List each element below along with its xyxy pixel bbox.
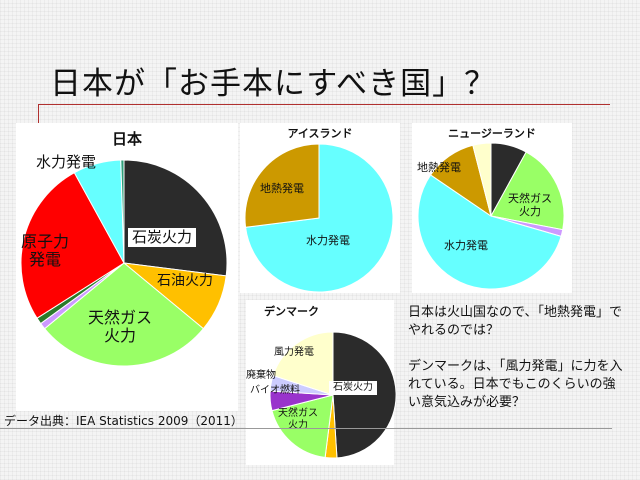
pie-slice-1 <box>244 143 320 228</box>
pie-slice-5 <box>272 331 334 396</box>
pie-label-gas: 天然ガス 火力 <box>508 192 552 218</box>
slide-title: 日本が「お手本にすべき国」？ <box>50 66 497 102</box>
pie-label-wind: 風力発電 <box>274 347 314 358</box>
iceland-chart: アイスランド 地熱発電 水力発電 <box>240 123 400 293</box>
pie-label-hydro: 水力発電 <box>444 239 488 252</box>
pie-label-hydro: 水力発電 <box>36 153 97 171</box>
footer-rule <box>0 428 612 429</box>
pie-label-geothermal: 地熱発電 <box>260 182 304 195</box>
pie-label-coal: 石炭火力 <box>128 228 197 248</box>
chart-title: アイスランド <box>287 127 353 140</box>
pie-label-geothermal: 地熱発電 <box>417 161 461 174</box>
pie-slice-5 <box>472 142 492 217</box>
pie-label-biofuel: バイオ燃料 <box>250 385 300 396</box>
pie-label-nuclear: 原子力 発電 <box>21 232 70 270</box>
japan-pie <box>20 159 228 367</box>
pie-slice-2 <box>43 262 205 367</box>
denmark-chart: デンマーク 風力発電 廃棄物 バイオ燃料 天然ガス 火力 石炭火力 <box>246 300 397 465</box>
commentary: 日本は火山国なので、「地熱発電」でやれるのでは？ デンマークは、「風力発電」に力… <box>408 304 624 412</box>
pie-slice-0 <box>332 331 397 459</box>
newzealand-pie <box>417 142 565 290</box>
pie-label-gas: 天然ガス 火力 <box>278 408 318 431</box>
japan-chart: 日本 石炭火力 石油火力 天然ガス 火力 原子力 発電 水力発電 <box>16 123 238 411</box>
pie-slice-1 <box>490 151 565 231</box>
pie-slice-2 <box>271 394 334 459</box>
data-source: データ出典：IEA Statistics 2009（2011） <box>4 414 243 428</box>
chart-title: 日本 <box>111 130 142 148</box>
pie-slice-5 <box>20 172 125 319</box>
pie-label-waste: 廃棄物 <box>246 370 276 381</box>
pie-slice-0 <box>123 159 228 277</box>
chart-title: ニュージーランド <box>448 127 536 140</box>
title-underline <box>38 104 610 105</box>
pie-label-oil: 石油火力 <box>157 273 213 289</box>
pie-slice-7 <box>120 159 125 264</box>
iceland-pie <box>244 143 394 293</box>
newzealand-chart: ニュージーランド 地熱発電 天然ガス 火力 水力発電 <box>412 123 572 293</box>
pie-label-gas: 天然ガス 火力 <box>88 308 153 346</box>
denmark-pie <box>269 331 397 459</box>
geothermal-note: 日本は火山国なので、「地熱発電」でやれるのでは？ <box>408 305 622 338</box>
pie-label-coal: 石炭火力 <box>329 381 377 395</box>
wind-note: デンマークは、「風力発電」に力を入れている。日本でもこのくらいの強い意気込みが必… <box>408 359 623 410</box>
pie-label-hydro: 水力発電 <box>306 234 350 247</box>
chart-title: デンマーク <box>264 305 319 318</box>
pie-slice-3 <box>417 174 562 290</box>
